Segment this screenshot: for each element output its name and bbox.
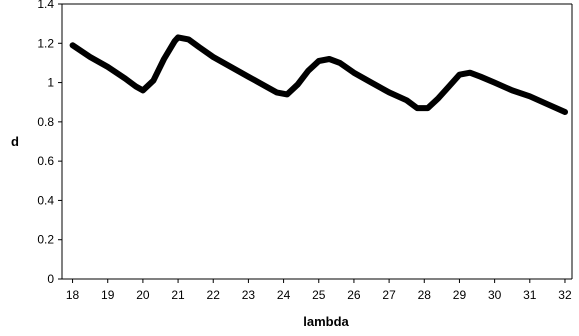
x-tick-label: 31 (523, 288, 537, 302)
x-tick-label: 27 (382, 288, 396, 302)
y-tick-label: 1 (47, 76, 54, 90)
x-tick-label: 28 (418, 288, 432, 302)
y-axis-title: d (11, 134, 19, 149)
tick-labels: 0 0.2 0.4 0.6 0.8 1 1.2 1.4 18 19 20 21 22 23 24 25 26 27… (37, 0, 572, 302)
axes (58, 3, 573, 283)
x-tick-label: 18 (66, 288, 80, 302)
y-tick-label: 0.2 (37, 233, 54, 247)
x-tick-label: 21 (171, 288, 185, 302)
y-tick-label: 0 (47, 272, 54, 286)
x-tick-label: 32 (558, 288, 572, 302)
x-tick-label: 19 (101, 288, 115, 302)
series-line-0 (69, 34, 568, 115)
x-tick-label: 23 (242, 288, 256, 302)
x-tick-label: 24 (277, 288, 291, 302)
y-tick-label: 0.8 (37, 115, 54, 129)
series-group (69, 34, 568, 115)
x-tick-label: 30 (488, 288, 502, 302)
x-tick-label: 29 (453, 288, 467, 302)
x-tick-label: 25 (312, 288, 326, 302)
y-tick-label: 1.2 (37, 36, 54, 50)
x-tick-label: 20 (136, 288, 150, 302)
x-tick-label: 22 (207, 288, 221, 302)
y-tick-label: 0.6 (37, 154, 54, 168)
y-tick-label: 1.4 (37, 0, 54, 11)
x-axis-title: lambda (303, 314, 349, 329)
y-tick-label: 0.4 (37, 193, 54, 207)
x-tick-label: 26 (347, 288, 361, 302)
